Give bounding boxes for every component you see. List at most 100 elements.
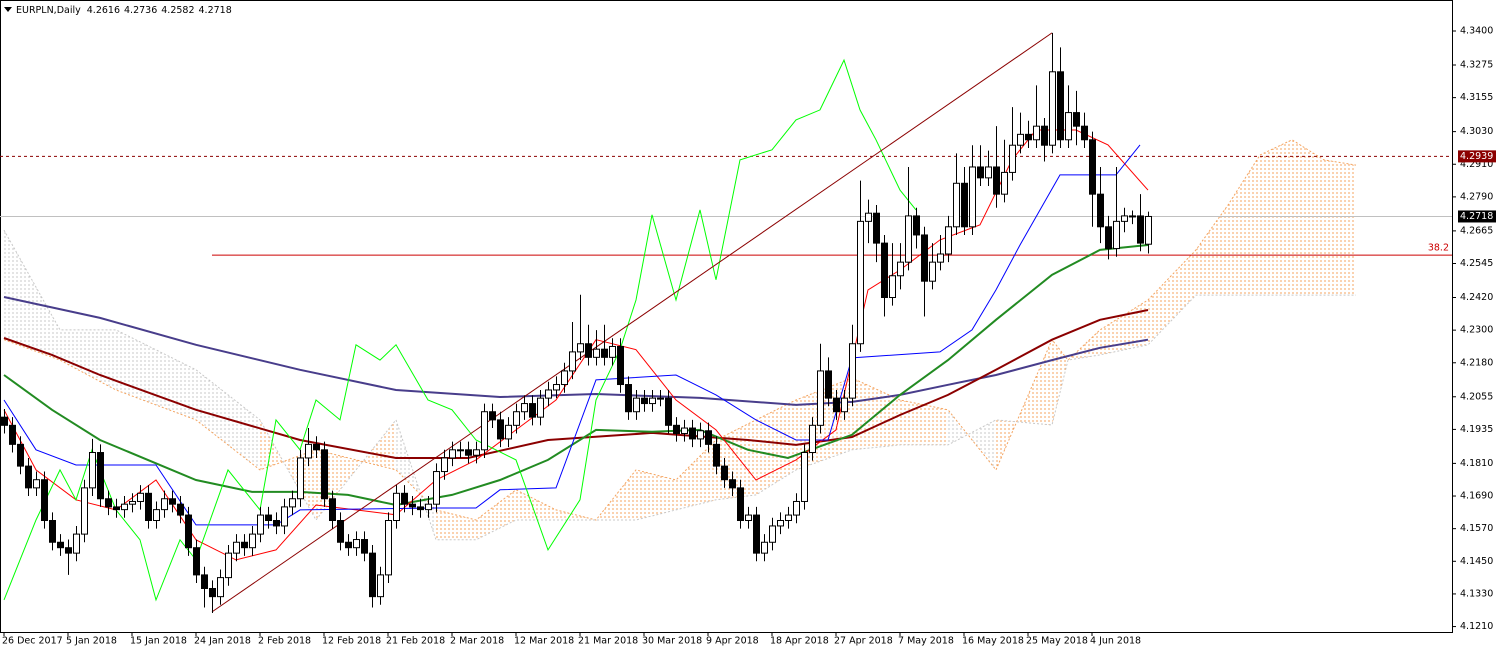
y-tick-label: 4.1810 bbox=[1460, 458, 1493, 469]
candle-body bbox=[489, 411, 496, 421]
candle-body bbox=[1129, 215, 1136, 218]
candle-body bbox=[377, 574, 384, 598]
candle-body bbox=[337, 520, 344, 543]
cloud-fill bbox=[996, 339, 1052, 470]
y-tick-label: 4.3275 bbox=[1460, 59, 1493, 70]
candle-body bbox=[761, 541, 768, 554]
candle-body bbox=[361, 539, 368, 554]
cloud-fill bbox=[756, 400, 796, 495]
cloud-fill bbox=[900, 400, 948, 445]
candle-body bbox=[145, 492, 152, 522]
candle-body bbox=[265, 514, 272, 522]
candle-body bbox=[41, 479, 48, 522]
candle-body bbox=[113, 506, 120, 511]
candle-body bbox=[529, 403, 536, 418]
y-tick-label: 4.3400 bbox=[1460, 26, 1493, 37]
cloud-fill bbox=[476, 489, 516, 540]
candle-body bbox=[497, 419, 504, 440]
candle-body bbox=[585, 343, 592, 358]
candle-body bbox=[593, 348, 600, 358]
candle-body bbox=[1113, 220, 1120, 250]
y-tick-label: 4.1450 bbox=[1460, 556, 1493, 567]
candle-body bbox=[577, 343, 584, 353]
candle-body bbox=[841, 397, 848, 413]
y-tick-label: 4.3030 bbox=[1460, 126, 1493, 137]
candle-body bbox=[721, 465, 728, 481]
cloud-fill bbox=[260, 419, 316, 520]
candle-body bbox=[297, 457, 304, 500]
candle-body bbox=[161, 498, 168, 511]
x-tick-label: 21 Feb 2018 bbox=[386, 636, 445, 647]
y-tick-label: 4.1570 bbox=[1460, 523, 1493, 534]
cloud-fill bbox=[1324, 159, 1356, 296]
candle-body bbox=[873, 212, 880, 244]
indicator-line bbox=[3, 296, 1149, 406]
candle-body bbox=[657, 397, 664, 400]
x-tick-label: 25 May 2018 bbox=[1026, 636, 1088, 647]
candle-body bbox=[329, 498, 336, 522]
candle-body bbox=[937, 253, 944, 263]
candle-body bbox=[545, 389, 552, 399]
candle-body bbox=[257, 514, 264, 535]
y-tick-label: 4.2420 bbox=[1460, 292, 1493, 303]
candle-body bbox=[33, 479, 40, 489]
candle-body bbox=[305, 443, 312, 459]
candle-body bbox=[425, 503, 432, 511]
candle-body bbox=[609, 345, 616, 358]
cloud-fill bbox=[1228, 155, 1260, 296]
cloud-fill bbox=[516, 489, 556, 520]
candle-body bbox=[185, 514, 192, 549]
candle-body bbox=[225, 552, 232, 579]
candle-body bbox=[353, 539, 360, 549]
cloud-fill bbox=[636, 469, 676, 520]
candle-body bbox=[449, 449, 456, 459]
candle-body bbox=[1049, 71, 1056, 146]
y-tick-label: 4.2790 bbox=[1460, 191, 1493, 202]
candle-body bbox=[1073, 112, 1080, 127]
cloud-fill bbox=[436, 509, 476, 540]
candle-body bbox=[705, 430, 712, 445]
candle-body bbox=[49, 520, 56, 543]
candle-body bbox=[953, 182, 960, 228]
candle-body bbox=[777, 520, 784, 527]
candle-body bbox=[81, 487, 88, 535]
x-tick-label: 2 Feb 2018 bbox=[258, 636, 311, 647]
candle-body bbox=[977, 166, 984, 179]
y-tick-label: 4.1210 bbox=[1460, 621, 1493, 632]
header-low: 4.2582 bbox=[161, 5, 194, 16]
candle-body bbox=[441, 457, 448, 473]
candle-body bbox=[633, 397, 640, 413]
candle-body bbox=[625, 384, 632, 413]
candle-body bbox=[1001, 171, 1008, 195]
x-tick-label: 9 Apr 2018 bbox=[706, 636, 759, 647]
chart-header: EURPLN,Daily 4.2616 4.2736 4.2582 4.2718 bbox=[16, 5, 232, 16]
candle-body bbox=[809, 424, 816, 454]
cloud-fill bbox=[1260, 139, 1292, 296]
candle-body bbox=[369, 552, 376, 598]
cloud-fill bbox=[316, 419, 396, 520]
candle-body bbox=[249, 533, 256, 549]
candle-body bbox=[153, 509, 160, 522]
menu-triangle bbox=[4, 7, 12, 12]
cloud-fill bbox=[676, 440, 716, 510]
candle-body bbox=[465, 449, 472, 456]
candle-body bbox=[817, 370, 824, 426]
candle-body bbox=[561, 370, 568, 386]
candle-body bbox=[513, 411, 520, 426]
candle-body bbox=[1041, 125, 1048, 146]
candle-body bbox=[1137, 215, 1144, 244]
candle-body bbox=[1089, 139, 1096, 195]
candle-body bbox=[505, 424, 512, 440]
candle-body bbox=[961, 182, 968, 228]
candle-body bbox=[273, 520, 280, 527]
candle-body bbox=[121, 503, 128, 511]
x-tick-label: 12 Mar 2018 bbox=[514, 636, 574, 647]
candle-body bbox=[57, 541, 64, 549]
candle-body bbox=[409, 503, 416, 508]
candle-body bbox=[641, 397, 648, 405]
candle-body bbox=[865, 212, 872, 222]
x-tick-label: 24 Jan 2018 bbox=[194, 636, 251, 647]
cloud-fill bbox=[1052, 339, 1068, 426]
candle-body bbox=[457, 449, 464, 452]
candle-body bbox=[89, 452, 96, 489]
